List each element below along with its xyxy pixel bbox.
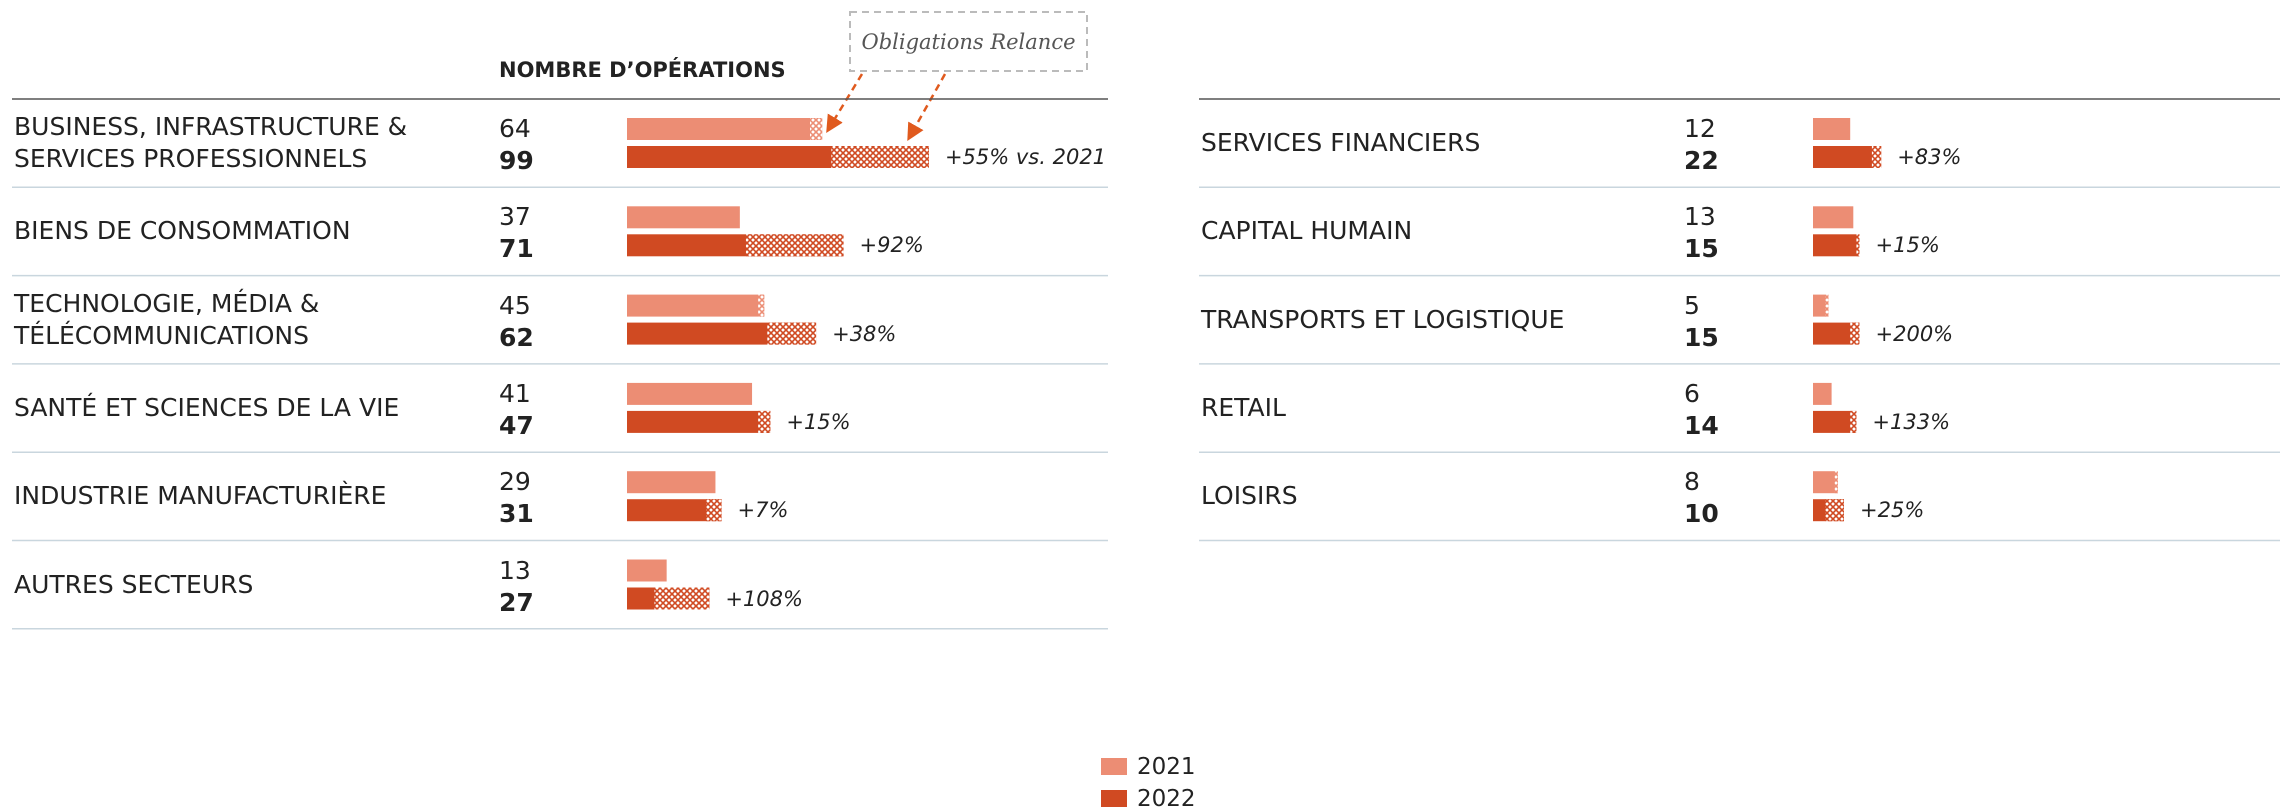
growth-label: +133%	[1872, 409, 1951, 434]
relance-segment	[1850, 322, 1860, 345]
annotation-box	[849, 11, 1088, 72]
relance-segment	[1856, 234, 1860, 257]
value-label: 6	[1684, 378, 1700, 408]
bar	[1813, 118, 1851, 140]
relance-segment	[1850, 410, 1857, 433]
value-label: 13	[499, 555, 531, 585]
value-label: 15	[1684, 322, 1719, 352]
value-label: 99	[499, 146, 534, 175]
legend-label: 2022	[1137, 786, 1196, 808]
bar	[1813, 206, 1854, 229]
relance-segment	[810, 118, 823, 140]
relance-segment	[1825, 499, 1844, 522]
category-label: RETAIL	[1201, 392, 1286, 422]
chart-title: NOMBRE D’OPÉRATIONS	[499, 58, 786, 82]
value-label: 62	[499, 322, 534, 352]
growth-label: +92%	[859, 233, 924, 258]
bar	[1813, 322, 1860, 345]
category-label: LOISIRS	[1201, 481, 1298, 511]
value-label: 12	[1684, 114, 1716, 143]
legend-swatch	[1101, 758, 1127, 775]
bar	[1813, 146, 1882, 168]
relance-segment	[758, 410, 771, 433]
value-label: 29	[499, 467, 531, 497]
value-label: 5	[1684, 290, 1700, 320]
bar	[627, 206, 740, 229]
value-label: 13	[1684, 202, 1716, 232]
bar	[627, 499, 722, 522]
relance-segment	[767, 322, 817, 345]
relance-segment	[745, 234, 844, 257]
value-label: 8	[1684, 467, 1700, 497]
value-label: 45	[499, 290, 531, 320]
relance-segment	[1825, 294, 1829, 317]
growth-label: +108%	[725, 586, 803, 611]
value-label: 27	[499, 587, 534, 617]
value-label: 10	[1684, 499, 1719, 529]
category-label: BUSINESS, INFRASTRUCTURE & SERVICES PROF…	[14, 112, 408, 173]
legend-swatch	[1101, 790, 1127, 807]
value-label: 71	[499, 234, 534, 264]
annotation-arrow	[826, 73, 864, 133]
bar	[627, 559, 667, 582]
bar	[1813, 294, 1829, 317]
category-label: CAPITAL HUMAIN	[1201, 216, 1413, 246]
relance-segment	[831, 146, 929, 168]
bar	[1813, 410, 1857, 433]
category-label: SANTÉ ET SCIENCES DE LA VIE	[14, 392, 400, 422]
growth-label: +55% vs. 2021	[944, 145, 1107, 169]
category-label: AUTRES SECTEURS	[14, 569, 254, 599]
relance-segment	[706, 499, 722, 522]
bar	[627, 294, 765, 317]
annotation-arrow	[907, 73, 947, 142]
bar	[627, 471, 716, 494]
bar	[627, 410, 771, 433]
relance-segment	[1871, 146, 1882, 168]
bar	[627, 118, 823, 140]
value-label: 64	[499, 114, 531, 143]
value-label: 31	[499, 499, 534, 529]
bar	[1813, 471, 1838, 494]
growth-label: +15%	[1875, 233, 1940, 258]
value-label: 15	[1684, 234, 1719, 264]
annotation: Obligations Relance	[861, 30, 1076, 54]
category-label: SERVICES FINANCIERS	[1201, 128, 1481, 157]
relance-segment	[654, 587, 710, 610]
value-label: 47	[499, 410, 534, 440]
bar	[1813, 234, 1860, 257]
value-label: 22	[1684, 146, 1719, 175]
growth-label: +38%	[832, 321, 897, 346]
growth-label: +15%	[786, 409, 851, 434]
growth-label: +83%	[1897, 145, 1962, 169]
category-label: TECHNOLOGIE, MÉDIA & TÉLÉCOMMUNICATIONS	[14, 288, 320, 350]
category-label: INDUSTRIE MANUFACTURIÈRE	[14, 481, 387, 511]
value-label: 14	[1684, 410, 1719, 440]
value-label: 37	[499, 202, 531, 232]
value-label: 41	[499, 378, 531, 408]
relance-segment	[1834, 471, 1838, 494]
growth-label: +200%	[1875, 321, 1954, 346]
bar	[627, 382, 753, 405]
growth-label: +7%	[737, 498, 789, 523]
category-label: BIENS DE CONSOMMATION	[14, 216, 351, 246]
category-label: TRANSPORTS ET LOGISTIQUE	[1201, 304, 1565, 334]
relance-segment	[758, 294, 765, 317]
growth-label: +25%	[1860, 498, 1925, 523]
legend-label: 2021	[1137, 754, 1196, 780]
bar	[1813, 382, 1832, 405]
